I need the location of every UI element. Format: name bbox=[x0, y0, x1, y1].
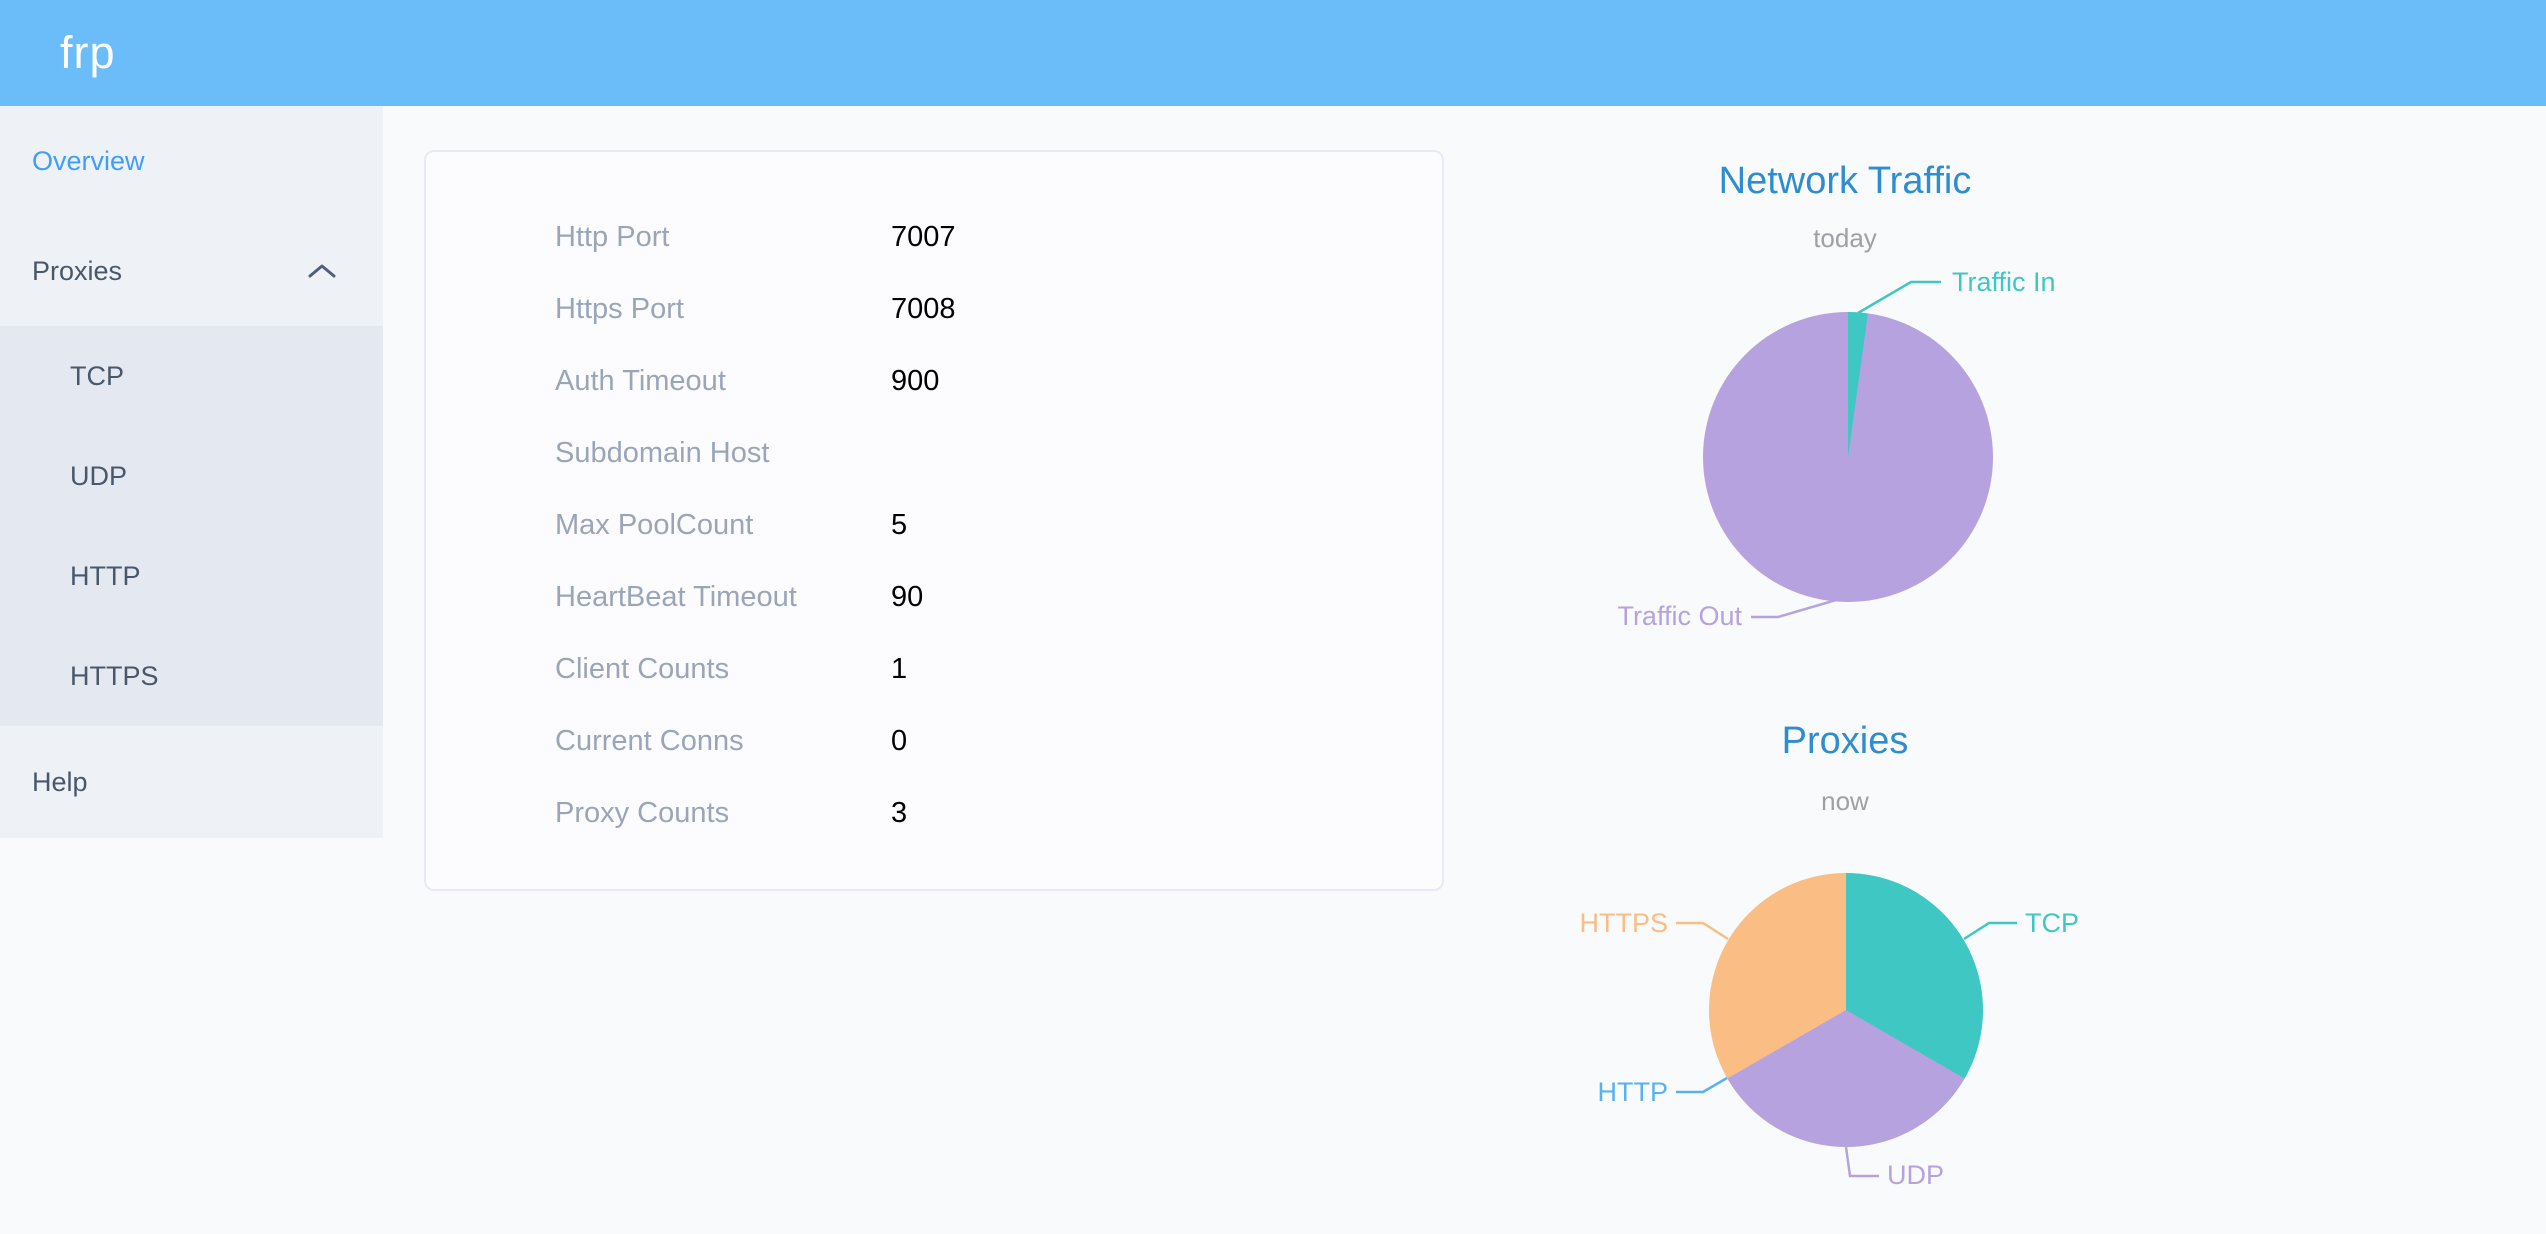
info-row-current-conns: Current Conns 0 bbox=[555, 721, 1402, 761]
sidebar-item-label: Overview bbox=[32, 145, 145, 176]
info-row-client-counts: Client Counts 1 bbox=[555, 649, 1402, 689]
field-value: 900 bbox=[891, 365, 940, 397]
field-label: HeartBeat Timeout bbox=[555, 581, 797, 613]
sidebar-item-label: TCP bbox=[70, 360, 124, 391]
tcp-leader-line bbox=[1963, 921, 2017, 941]
proxies-chart-subtitle: now bbox=[1821, 786, 1869, 816]
proxies-chart-title: Proxies bbox=[1781, 720, 1909, 762]
app-header: frp bbox=[0, 0, 2546, 106]
field-value: 5 bbox=[891, 509, 908, 541]
sidebar-item-http[interactable]: HTTP bbox=[0, 526, 383, 626]
info-row-subdomain-host: Subdomain Host bbox=[555, 433, 1402, 473]
field-value: 7007 bbox=[891, 221, 956, 253]
info-row-proxy-counts: Proxy Counts 3 bbox=[555, 793, 1402, 833]
proxies-pie-chart[interactable] bbox=[1709, 873, 1983, 1147]
sidebar-item-label: HTTP bbox=[70, 560, 141, 591]
pie-label-traffic-out: Traffic Out bbox=[1617, 601, 1742, 631]
info-row-auth-timeout: Auth Timeout 900 bbox=[555, 361, 1402, 401]
sidebar-item-label: HTTPS bbox=[70, 660, 159, 691]
sidebar-item-proxies[interactable]: Proxies bbox=[0, 216, 383, 326]
sidebar-item-label: Proxies bbox=[32, 255, 123, 286]
udp-leader-line bbox=[1844, 1146, 1879, 1178]
pie-label-https: HTTPS bbox=[1579, 908, 1668, 938]
info-row-max-poolcount: Max PoolCount 5 bbox=[555, 505, 1402, 545]
field-label: Proxy Counts bbox=[555, 797, 730, 829]
sidebar-item-overview[interactable]: Overview bbox=[0, 106, 383, 216]
sidebar-item-label: Help bbox=[32, 766, 88, 797]
info-row-heartbeat-timeout: HeartBeat Timeout 90 bbox=[555, 577, 1402, 617]
field-value: 0 bbox=[891, 725, 908, 757]
network-traffic-chart-subtitle: today bbox=[1813, 223, 1877, 253]
app-logo[interactable]: frp bbox=[60, 27, 116, 78]
pie-label-tcp: TCP bbox=[2025, 908, 2079, 938]
sidebar: Overview Proxies TCP UDP HTTP HTTPS Help bbox=[0, 106, 383, 838]
https-leader-line bbox=[1676, 921, 1729, 941]
sidebar-item-help[interactable]: Help bbox=[0, 726, 383, 838]
pie-label-http: HTTP bbox=[1597, 1077, 1669, 1107]
network-traffic-pie-chart[interactable] bbox=[1703, 312, 1993, 602]
field-label: Max PoolCount bbox=[555, 509, 754, 541]
field-value: 1 bbox=[891, 653, 908, 685]
chevron-up-icon bbox=[308, 264, 336, 278]
field-label: Auth Timeout bbox=[555, 365, 726, 397]
sidebar-submenu-proxies: TCP UDP HTTP HTTPS bbox=[0, 326, 383, 726]
sidebar-item-tcp[interactable]: TCP bbox=[0, 326, 383, 426]
pie-label-udp: UDP bbox=[1887, 1160, 1945, 1190]
pie-label-traffic-in: Traffic In bbox=[1952, 267, 2056, 297]
server-info-card: Http Port 7007 Https Port 7008 Auth Timeou… bbox=[424, 150, 1444, 891]
network-traffic-chart-title: Network Traffic bbox=[1718, 160, 1972, 202]
field-label: Https Port bbox=[555, 293, 684, 325]
field-label: Subdomain Host bbox=[555, 437, 770, 469]
field-label: Client Counts bbox=[555, 653, 730, 685]
field-value: 3 bbox=[891, 797, 908, 829]
field-value: 7008 bbox=[891, 293, 956, 325]
sidebar-item-https[interactable]: HTTPS bbox=[0, 626, 383, 726]
sidebar-item-udp[interactable]: UDP bbox=[0, 426, 383, 526]
http-leader-line bbox=[1676, 1076, 1728, 1094]
sidebar-item-label: UDP bbox=[70, 460, 128, 491]
field-label: Http Port bbox=[555, 221, 670, 253]
info-row-http-port: Http Port 7007 bbox=[555, 217, 1402, 257]
info-row-https-port: Https Port 7008 bbox=[555, 289, 1402, 329]
field-value: 90 bbox=[891, 581, 924, 613]
traffic-in-leader-line bbox=[1857, 280, 1941, 315]
traffic-out-leader-line bbox=[1751, 598, 1837, 619]
field-label: Current Conns bbox=[555, 725, 744, 757]
